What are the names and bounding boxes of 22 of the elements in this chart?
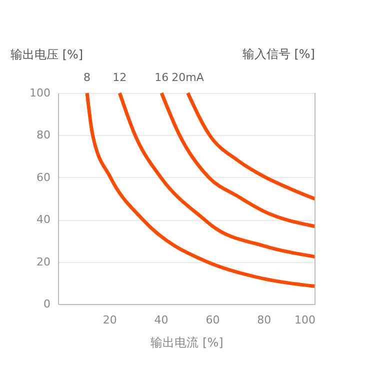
- y-tick-label: 20: [36, 255, 50, 268]
- x-tick-label: 80: [257, 314, 272, 326]
- y-tick-label: 40: [36, 213, 50, 226]
- line-series: [186, 91, 317, 201]
- x-tick-label: 60: [206, 314, 220, 326]
- y-tick-label: 0: [44, 298, 50, 310]
- y-axis-title: 输出电压 [%]: [10, 48, 84, 62]
- line-series: [118, 91, 317, 258]
- series-label: 8: [84, 71, 91, 84]
- x-tick-label: 40: [154, 314, 168, 326]
- x-tick-label: 20: [102, 314, 117, 326]
- x-axis-title: 输出电流 [%]: [150, 336, 224, 350]
- y-tick-label: 60: [36, 170, 50, 184]
- x-tick-label: 100: [294, 314, 316, 326]
- series-label: 16: [154, 71, 169, 84]
- line-series: [85, 91, 317, 288]
- y-tick-label: 100: [30, 86, 50, 100]
- series-label: 12: [112, 71, 127, 84]
- y-tick-label: 80: [36, 128, 50, 142]
- series-label: 20mA: [172, 71, 204, 84]
- line-series: [160, 91, 317, 228]
- legend-title: 输入信号 [%]: [242, 47, 315, 61]
